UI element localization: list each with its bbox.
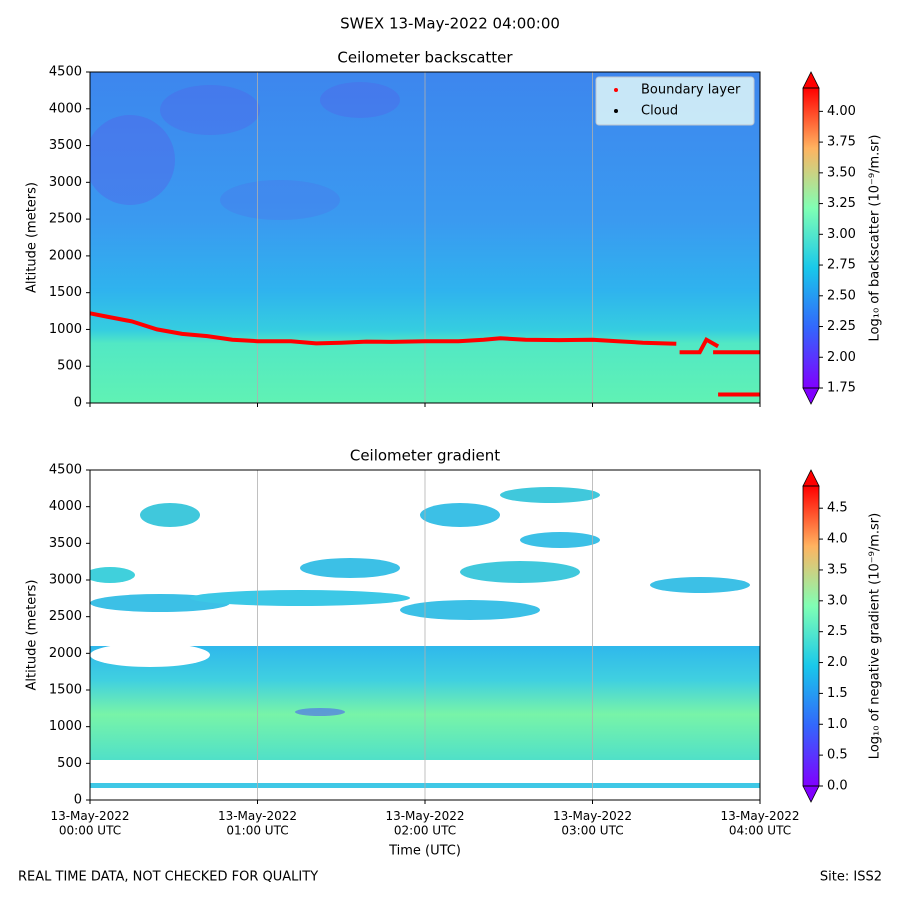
colorbar-tick-label: 3.50 bbox=[827, 165, 856, 180]
colorbar-tick-label: 3.5 bbox=[827, 562, 848, 577]
axes-title: Ceilometer gradient bbox=[350, 447, 500, 465]
colorbar-tick-label: 1.0 bbox=[827, 717, 848, 732]
y-tick-label: 1500 bbox=[49, 285, 82, 300]
y-tick-label: 3500 bbox=[49, 536, 82, 551]
colorbar-label: Log₁₀ of backscatter (10⁻⁹/m.sr) bbox=[868, 135, 883, 342]
y-tick-label: 2500 bbox=[49, 212, 82, 227]
legend-marker bbox=[614, 88, 618, 92]
colorbar-tick-label: 3.00 bbox=[827, 227, 856, 242]
colorbar bbox=[803, 88, 819, 388]
legend: Boundary layer Cloud bbox=[595, 76, 755, 126]
y-tick-label: 2000 bbox=[49, 646, 82, 661]
colorbar-tick-label: 0.0 bbox=[827, 779, 848, 794]
x-tick-label: 13-May-2022 02:00 UTC bbox=[385, 809, 464, 837]
axes-title: Ceilometer backscatter bbox=[337, 49, 513, 67]
legend-marker bbox=[614, 109, 618, 113]
y-tick-label: 2000 bbox=[49, 248, 82, 263]
colorbar-tick-label: 2.00 bbox=[827, 350, 856, 365]
x-axis-label: Time (UTC) bbox=[388, 844, 461, 859]
suptitle: SWEX 13-May-2022 04:00:00 bbox=[340, 15, 560, 33]
x-tick-label: 13-May-2022 01:00 UTC bbox=[218, 809, 297, 837]
y-axis-label: Altitude (meters) bbox=[25, 182, 40, 293]
colorbar-tick-label: 2.75 bbox=[827, 258, 856, 273]
y-tick-label: 1500 bbox=[49, 683, 82, 698]
y-tick-label: 4500 bbox=[49, 65, 82, 80]
colorbar-tick-label: 0.5 bbox=[827, 748, 848, 763]
colorbar-tick-label: 4.00 bbox=[827, 104, 856, 119]
colorbar-tick-label: 3.25 bbox=[827, 196, 856, 211]
colorbar-label: Log₁₀ of negative gradient (10⁻⁹/m.sr) bbox=[868, 513, 883, 759]
legend-label: Cloud bbox=[641, 104, 678, 119]
x-tick-label: 13-May-2022 03:00 UTC bbox=[553, 809, 632, 837]
y-tick-label: 3000 bbox=[49, 573, 82, 588]
colorbar-frame bbox=[802, 87, 820, 389]
legend-label: Boundary layer bbox=[641, 83, 741, 98]
legend-box bbox=[595, 76, 755, 126]
gradient-field bbox=[90, 487, 760, 788]
y-axis-label: Altitude (meters) bbox=[25, 580, 40, 691]
colorbar-tick-label: 3.75 bbox=[827, 135, 856, 150]
y-tick-label: 1000 bbox=[49, 322, 82, 337]
y-tick-label: 4000 bbox=[49, 499, 82, 514]
boundary-layer-line bbox=[89, 311, 760, 397]
colorbar-extend-bottom bbox=[802, 785, 820, 803]
y-tick-label: 4000 bbox=[49, 101, 82, 116]
y-tick-label: 0 bbox=[74, 396, 82, 411]
colorbar-tick-label: 1.5 bbox=[827, 686, 848, 701]
y-tick-label: 500 bbox=[57, 359, 82, 374]
y-tick-label: 3500 bbox=[49, 138, 82, 153]
colorbar-tick-label: 2.5 bbox=[827, 624, 848, 639]
colorbar-tick-label: 1.75 bbox=[827, 381, 856, 396]
colorbar-extend-bottom bbox=[802, 387, 820, 405]
y-tick-label: 4500 bbox=[49, 463, 82, 478]
colorbar-extend-top bbox=[802, 71, 820, 89]
footer-right: Site: ISS2 bbox=[820, 870, 882, 885]
y-tick-label: 1000 bbox=[49, 719, 82, 734]
footer-left: REAL TIME DATA, NOT CHECKED FOR QUALITY bbox=[18, 870, 318, 885]
y-tick-label: 0 bbox=[74, 793, 82, 808]
colorbar-extend-top bbox=[802, 469, 820, 487]
y-tick-label: 3000 bbox=[49, 175, 82, 190]
colorbar-tick-label: 4.5 bbox=[827, 501, 848, 516]
colorbar bbox=[803, 486, 819, 786]
axes-frame bbox=[89, 71, 761, 404]
y-tick-label: 2500 bbox=[49, 609, 82, 624]
x-tick-label: 13-May-2022 00:00 UTC bbox=[50, 809, 129, 837]
colorbar-tick-label: 3.0 bbox=[827, 593, 848, 608]
colorbar-tick-label: 2.0 bbox=[827, 655, 848, 670]
colorbar-tick-label: 2.50 bbox=[827, 288, 856, 303]
y-tick-label: 500 bbox=[57, 756, 82, 771]
colorbar-tick-label: 2.25 bbox=[827, 319, 856, 334]
axes-frame bbox=[89, 469, 761, 801]
colorbar-tick-label: 4.0 bbox=[827, 532, 848, 547]
x-tick-label: 13-May-2022 04:00 UTC bbox=[720, 809, 799, 837]
colorbar-frame bbox=[802, 485, 820, 787]
